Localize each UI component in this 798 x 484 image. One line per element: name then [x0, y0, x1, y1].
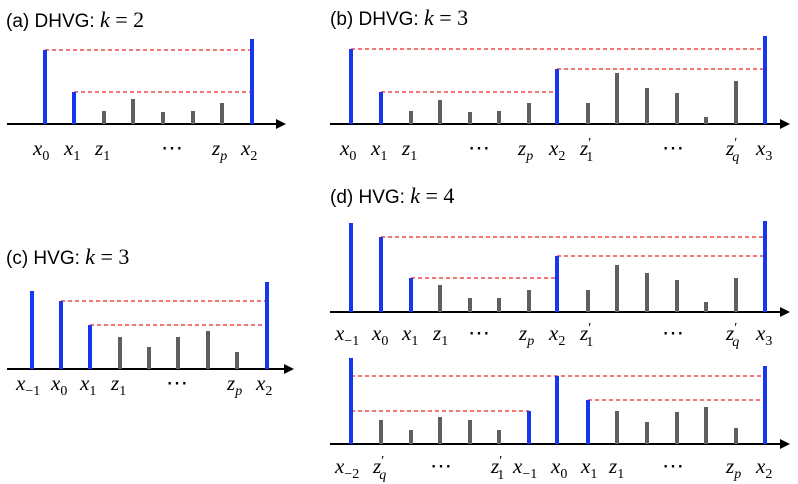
tick-label-z: z1: [432, 321, 448, 349]
tick-label-x: x−1: [334, 321, 359, 349]
ellipsis-label: ⋯: [468, 320, 492, 345]
tick-label-x: x3: [755, 136, 772, 164]
panel-a-labels: x0 x1 z1 ⋯ zp x2: [32, 135, 257, 164]
panel-d-bottom: x−2 z′ q ⋯ z′ 1 x−1 x0 x1 z1 ⋯ zp x2: [330, 358, 790, 483]
panel-d-title: (d) HVG: k = 4: [330, 183, 454, 208]
panel-d-bottom-labels: x−2 z′ q ⋯ z′ 1 x−1 x0 x1 z1 ⋯ zp x2: [334, 453, 772, 483]
tick-label-z: z1: [94, 136, 110, 164]
panel-b-labels: x0 x1 z1 ⋯ zp x2 z′ 1 ⋯ z′ q x3: [339, 135, 772, 165]
tick-label-x: x2: [548, 136, 565, 164]
ellipsis-label: ⋯: [430, 453, 454, 478]
tick-label-x: x2: [255, 371, 272, 399]
tick-label-x: x0: [339, 136, 356, 164]
panel-c-labels: x−1 x0 x1 z1 ⋯ zp x2: [15, 370, 272, 399]
axis-arrow: [780, 119, 790, 129]
tick-label-x: x2: [548, 321, 565, 349]
tick-label-x: x1: [63, 136, 80, 164]
tick-label-z: zp: [517, 136, 533, 164]
ellipsis-label: ⋯: [662, 320, 686, 345]
tick-label-x: x1: [580, 454, 597, 482]
axis-arrow: [284, 364, 294, 374]
tick-label-x: x1: [370, 136, 387, 164]
panel-b-title: (b) DHVG: k = 3: [330, 5, 468, 30]
tick-label-x: x0: [550, 454, 567, 482]
tick-label-z: zp: [226, 371, 242, 399]
tick-label-z: zp: [211, 136, 227, 164]
tick-label-z: z′ 1: [579, 321, 593, 350]
ellipsis-label: ⋯: [468, 135, 492, 160]
axis-arrow: [780, 439, 790, 449]
tick-label-z: z′ 1: [490, 454, 504, 483]
tick-label-x: x−1: [512, 454, 537, 482]
axis-arrow: [780, 307, 790, 317]
panel-a: (a) DHVG: k = 2 x0 x1 z1 ⋯ zp x2: [6, 7, 286, 164]
panel-a-title: (a) DHVG: k = 2: [6, 7, 144, 32]
tick-label-z: z′ q: [725, 136, 739, 165]
tick-label-x: x2: [240, 136, 257, 164]
panel-c-title: (c) HVG: k = 3: [6, 244, 129, 269]
tick-label-z: zp: [725, 454, 741, 482]
panel-d-top: x−1 x0 x1 z1 ⋯ zp x2 z′ 1 ⋯ z′ q x3: [330, 221, 790, 350]
tick-label-z: z′ q: [725, 321, 739, 350]
tick-label-x: x0: [371, 321, 388, 349]
tick-label-x: x1: [79, 371, 96, 399]
tick-label-x: x−2: [334, 454, 359, 482]
tick-label-x: x3: [755, 321, 772, 349]
tick-label-z: z1: [401, 136, 417, 164]
tick-label-x: x1: [401, 321, 418, 349]
ellipsis-label: ⋯: [166, 370, 190, 395]
ellipsis-label: ⋯: [662, 135, 686, 160]
panel-c: (c) HVG: k = 3 x−1 x0 x1 z1 ⋯ zp x2: [6, 244, 294, 399]
ellipsis-label: ⋯: [662, 453, 686, 478]
panel-d-top-labels: x−1 x0 x1 z1 ⋯ zp x2 z′ 1 ⋯ z′ q x3: [334, 320, 772, 350]
ellipsis-label: ⋯: [161, 135, 185, 160]
tick-label-z: z1: [110, 371, 126, 399]
tick-label-x: x−1: [15, 371, 40, 399]
tick-label-z: z′ q: [372, 454, 386, 483]
panel-d: (d) HVG: k = 4 x−1 x0 x1 z1 ⋯ zp x2 z′ 1 ⋯ z′ q x3: [330, 183, 790, 483]
tick-label-z: zp: [518, 321, 534, 349]
axis-arrow: [276, 119, 286, 129]
panel-b: (b) DHVG: k = 3 x0 x1 z1 ⋯ zp x2 z′ 1 ⋯ z′ q x3: [330, 5, 790, 165]
tick-label-z: z′ 1: [579, 136, 593, 165]
tick-label-x: x2: [755, 454, 772, 482]
tick-label-z: z1: [608, 454, 624, 482]
tick-label-x: x0: [32, 136, 49, 164]
tick-label-x: x0: [50, 371, 67, 399]
